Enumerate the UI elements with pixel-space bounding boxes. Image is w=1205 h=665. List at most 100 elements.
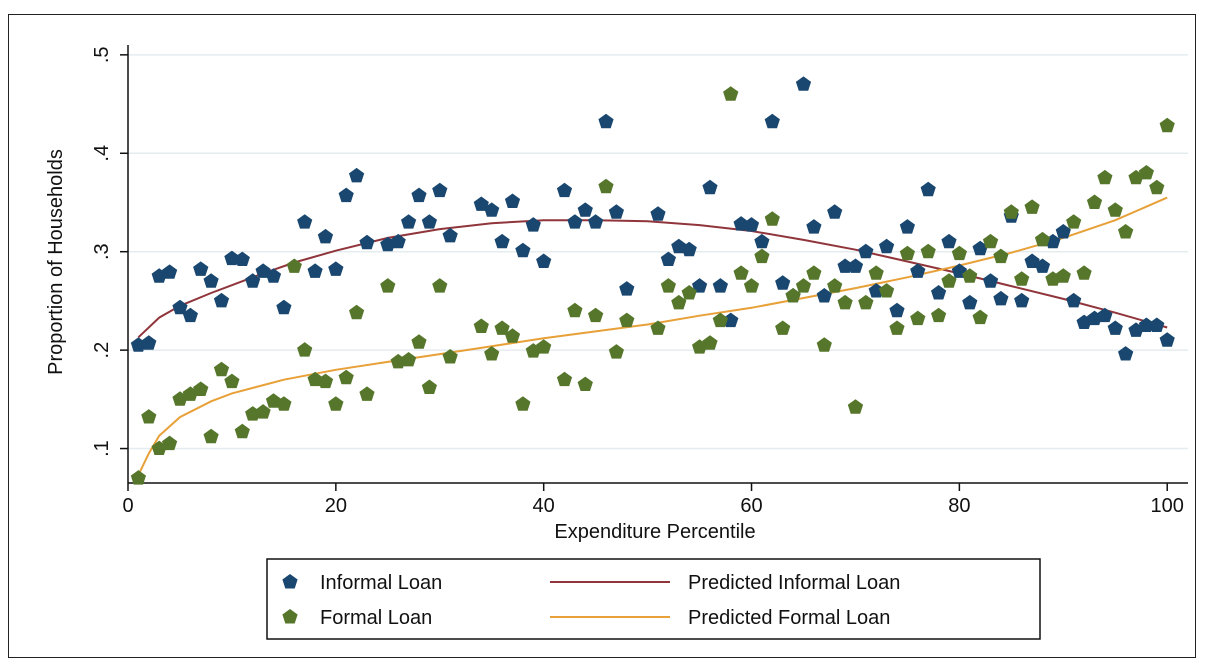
data-point (567, 214, 583, 229)
data-point (827, 278, 843, 293)
data-point (442, 227, 458, 243)
x-tick-label: 60 (740, 495, 762, 517)
axes (127, 45, 1188, 484)
data-point (1159, 117, 1175, 133)
data-point (1034, 231, 1051, 247)
x-tick-label: 40 (533, 495, 555, 517)
data-point (141, 335, 157, 350)
data-point (868, 283, 884, 298)
data-point (1003, 204, 1019, 219)
data-point (816, 288, 832, 303)
data-point (213, 361, 230, 377)
data-point (879, 283, 895, 298)
data-point (515, 396, 531, 411)
data-point (182, 307, 198, 323)
data-point (577, 202, 593, 217)
data-point (764, 113, 780, 129)
data-point (556, 371, 573, 387)
data-point (577, 376, 593, 391)
data-point (972, 240, 988, 256)
data-point (556, 182, 573, 198)
data-point (858, 294, 874, 310)
data-point (494, 320, 510, 335)
data-point (1066, 214, 1082, 229)
data-point (931, 307, 947, 323)
data-point (920, 181, 936, 197)
data-point (203, 273, 219, 288)
data-point (401, 352, 417, 367)
data-point (723, 312, 739, 328)
legend-marker (282, 609, 298, 624)
data-point (931, 285, 947, 300)
data-point (785, 288, 801, 303)
series-line (137, 196, 1168, 476)
data-point (598, 113, 614, 129)
y-tick-label: .4 (91, 145, 113, 162)
data-point (723, 86, 739, 101)
data-point (993, 290, 1009, 306)
data-point (421, 379, 437, 394)
data-point (536, 339, 552, 354)
data-point (733, 265, 749, 280)
series-line (137, 219, 1168, 339)
data-point (193, 261, 209, 276)
data-point (650, 320, 666, 335)
data-point (775, 275, 791, 290)
data-point (858, 243, 874, 259)
data-point (421, 214, 437, 229)
data-point (276, 396, 292, 411)
legend-box (266, 558, 1041, 640)
data-point (743, 278, 760, 293)
data-point (806, 219, 822, 234)
grid-lines (128, 54, 1188, 450)
data-point (982, 233, 999, 249)
data-point (1149, 317, 1165, 332)
data-point (1097, 169, 1113, 185)
data-point (286, 258, 302, 273)
data-point (525, 217, 541, 232)
data-point (338, 369, 354, 385)
data-point (1118, 346, 1134, 361)
data-point (660, 251, 676, 266)
data-point (982, 273, 999, 288)
data-point (484, 202, 500, 217)
data-point (879, 238, 895, 254)
data-point (951, 245, 967, 261)
data-point (349, 304, 365, 320)
data-point (432, 182, 448, 198)
data-point (172, 299, 188, 315)
data-point (1149, 179, 1165, 195)
data-point (317, 228, 334, 244)
data-point (442, 349, 458, 364)
data-point (816, 337, 832, 352)
y-axis-title: Proportion of Households (45, 149, 67, 375)
data-point (162, 435, 178, 451)
y-tick-label: .2 (91, 342, 113, 359)
data-point (889, 302, 905, 318)
data-point (297, 214, 313, 229)
data-point (692, 278, 708, 293)
x-tick-label: 0 (122, 495, 133, 517)
data-point (972, 309, 988, 325)
data-point (1086, 194, 1103, 209)
data-point (702, 335, 718, 350)
data-point (328, 261, 344, 276)
data-point (411, 334, 427, 349)
data-point (349, 167, 365, 183)
data-point (504, 328, 521, 343)
data-point (1107, 320, 1123, 335)
data-point (328, 396, 344, 411)
data-point (504, 193, 521, 208)
data-point (837, 294, 853, 310)
x-tick-label: 80 (948, 495, 970, 517)
legend: Informal Loan Predicted Informal Loan Form… (266, 558, 1041, 640)
data-point (234, 423, 250, 439)
data-point (764, 211, 780, 226)
data-point (473, 318, 489, 333)
data-point (297, 342, 313, 357)
data-point (899, 219, 915, 234)
data-point (712, 278, 728, 293)
data-point (837, 258, 853, 273)
fitted-lines (137, 196, 1168, 476)
